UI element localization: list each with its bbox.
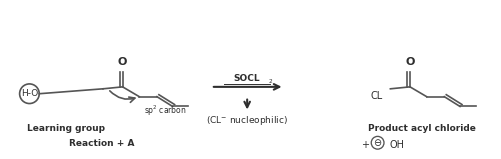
Text: Reaction + A: Reaction + A bbox=[69, 139, 134, 148]
Text: $_2$: $_2$ bbox=[268, 77, 273, 86]
Text: Product acyl chloride: Product acyl chloride bbox=[368, 124, 475, 133]
Text: (CL$^{\mathregular{-}}$ nucleophilic): (CL$^{\mathregular{-}}$ nucleophilic) bbox=[206, 114, 288, 127]
Text: sp$^2$ carbon: sp$^2$ carbon bbox=[144, 104, 187, 118]
Text: O: O bbox=[118, 57, 127, 67]
Text: Learning group: Learning group bbox=[28, 124, 106, 133]
Text: $\ominus$: $\ominus$ bbox=[373, 137, 382, 148]
Text: OH: OH bbox=[389, 140, 404, 150]
Text: +: + bbox=[361, 140, 369, 150]
Text: SOCL: SOCL bbox=[234, 74, 261, 83]
Text: CL: CL bbox=[370, 91, 383, 101]
Text: H-O: H-O bbox=[21, 89, 38, 98]
Text: O: O bbox=[405, 57, 415, 67]
